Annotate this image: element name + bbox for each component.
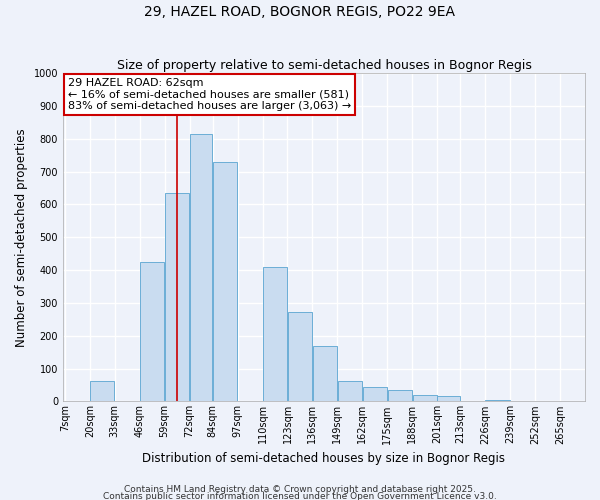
Bar [485,400,510,402]
Bar [313,346,337,402]
Bar [263,267,287,402]
Bar [362,386,387,402]
Title: Size of property relative to semi-detached houses in Bognor Regis: Size of property relative to semi-detach… [116,59,532,72]
Text: 29, HAZEL ROAD, BOGNOR REGIS, PO22 9EA: 29, HAZEL ROAD, BOGNOR REGIS, PO22 9EA [145,5,455,19]
Bar [213,162,237,402]
Bar [288,312,312,402]
Bar [413,396,437,402]
Text: Contains public sector information licensed under the Open Government Licence v3: Contains public sector information licen… [103,492,497,500]
Bar [338,381,362,402]
Bar [535,400,560,402]
Bar [140,262,164,402]
Bar [437,396,460,402]
Bar [190,134,212,402]
Y-axis label: Number of semi-detached properties: Number of semi-detached properties [15,128,28,346]
Bar [165,193,190,402]
Text: 29 HAZEL ROAD: 62sqm
← 16% of semi-detached houses are smaller (581)
83% of semi: 29 HAZEL ROAD: 62sqm ← 16% of semi-detac… [68,78,352,112]
Text: Contains HM Land Registry data © Crown copyright and database right 2025.: Contains HM Land Registry data © Crown c… [124,486,476,494]
X-axis label: Distribution of semi-detached houses by size in Bognor Regis: Distribution of semi-detached houses by … [142,452,505,465]
Bar [90,381,115,402]
Bar [388,390,412,402]
